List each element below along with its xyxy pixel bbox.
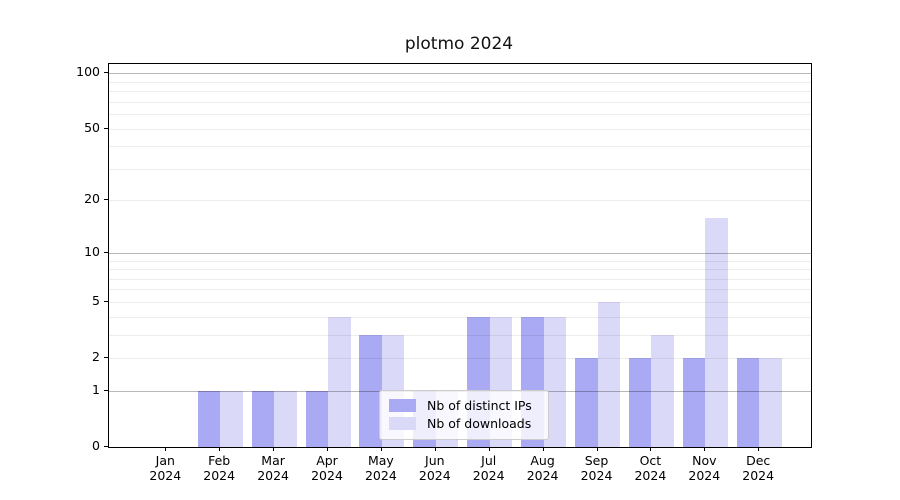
x-tick-month: May [367,453,394,468]
bar-downloads-oct [651,334,674,447]
x-tick-mark-jul [488,447,490,451]
x-tick-month: Mar [261,453,285,468]
x-tick-label-feb: Feb 2024 [192,453,246,483]
bar-distinct-ips-sep [575,358,598,447]
x-tick-mark-feb [219,447,221,451]
x-tick-month: Jun [425,453,445,468]
y-tick-mark-5 [104,300,108,302]
legend-swatch-downloads [389,417,416,430]
bar-downloads-aug [543,316,567,447]
x-tick-year: 2024 [742,467,775,483]
x-tick-year: 2024 [364,467,397,483]
y-tick-mark-1 [104,389,108,391]
x-tick-year: 2024 [149,467,182,483]
x-tick-month: Jul [481,453,497,468]
y-tick-mark-100 [104,72,108,74]
gridline-minor-60 [109,113,811,115]
x-tick-month: Nov [692,453,717,468]
gridline-minor-50 [109,128,811,130]
bar-downloads-sep [597,301,620,447]
bar-distinct-ips-mar [251,390,275,447]
bar-downloads-dec [759,358,782,447]
legend: Nb of distinct IPs Nb of downloads [379,390,549,440]
legend-swatch-distinct-ips [389,399,416,412]
gridline-major-100 [109,73,811,75]
x-tick-month: Sep [584,453,609,468]
x-tick-year: 2024 [688,467,721,483]
x-tick-mark-jan [165,447,167,451]
y-tick-mark-20 [104,199,108,201]
gridline-minor-30 [109,168,811,170]
x-tick-year: 2024 [311,467,343,483]
gridline-minor-80 [109,91,811,92]
x-tick-label-sep: Sep 2024 [570,453,624,483]
y-tick-label-50: 50 [84,119,100,135]
x-tick-label-oct: Oct 2024 [623,453,677,483]
x-tick-month: Aug [530,453,555,468]
x-tick-mark-aug [542,447,544,451]
bar-distinct-ips-oct [628,358,652,447]
x-tick-label-nov: Nov 2024 [677,453,731,483]
plot-area: Nb of distinct IPs Nb of downloads [108,63,812,448]
bar-distinct-ips-feb [197,390,221,447]
legend-label-downloads: Nb of downloads [427,416,532,431]
x-tick-year: 2024 [580,467,613,483]
bar-downloads-apr [328,316,351,447]
x-tick-year: 2024 [526,467,559,483]
x-tick-mark-mar [273,447,275,451]
x-tick-year: 2024 [472,467,505,483]
x-tick-label-may: May 2024 [354,453,408,483]
x-tick-month: Apr [316,453,338,468]
x-tick-year: 2024 [203,467,236,483]
x-tick-mark-oct [650,447,652,451]
x-tick-year: 2024 [418,467,451,483]
x-tick-year: 2024 [257,467,289,483]
bar-distinct-ips-apr [305,390,328,447]
x-tick-month: Oct [639,453,662,468]
y-tick-label-100: 100 [76,64,100,80]
x-tick-label-jul: Jul 2024 [462,453,516,483]
x-tick-mark-may [380,447,382,451]
y-tick-label-2: 2 [92,349,100,364]
bar-downloads-nov [705,217,728,447]
bar-distinct-ips-dec [736,358,760,447]
bar-downloads-mar [274,390,297,447]
x-tick-month: Feb [208,453,231,468]
x-tick-month: Dec [746,453,771,468]
y-tick-mark-10 [104,251,108,253]
legend-label-distinct-ips: Nb of distinct IPs [427,398,532,413]
x-tick-label-jan: Jan 2024 [138,453,192,483]
x-tick-mark-nov [704,447,706,451]
x-tick-label-jun: Jun 2024 [408,453,462,483]
x-tick-label-mar: Mar 2024 [246,453,300,483]
x-tick-mark-apr [327,447,328,451]
x-tick-label-aug: Aug 2024 [516,453,570,483]
y-tick-label-20: 20 [84,191,100,207]
gridline-minor-40 [109,146,811,148]
x-tick-label-dec: Dec 2024 [731,453,785,483]
y-tick-mark-50 [104,127,108,129]
gridline-minor-20 [109,200,811,202]
y-tick-label-0: 0 [92,438,100,453]
x-tick-mark-jun [434,447,436,451]
x-tick-label-apr: Apr 2024 [300,453,354,483]
y-tick-label-5: 5 [92,292,100,308]
y-tick-label-10: 10 [84,243,100,259]
x-tick-mark-sep [596,447,598,451]
chart-title: plotmo 2024 [404,34,514,54]
y-tick-label-1: 1 [92,381,100,397]
legend-item-distinct-ips: Nb of distinct IPs [389,397,539,414]
bar-distinct-ips-nov [682,358,706,447]
bar-downloads-feb [220,390,243,447]
legend-item-downloads: Nb of downloads [389,415,539,432]
gridline-minor-90 [109,81,811,83]
y-tick-mark-2 [104,357,108,358]
y-tick-mark-0 [104,446,108,447]
x-tick-month: Jan [155,453,175,468]
x-tick-mark-dec [758,447,760,451]
bar-distinct-ips-may [359,334,382,447]
x-tick-year: 2024 [634,467,667,483]
gridline-minor-70 [109,101,811,103]
